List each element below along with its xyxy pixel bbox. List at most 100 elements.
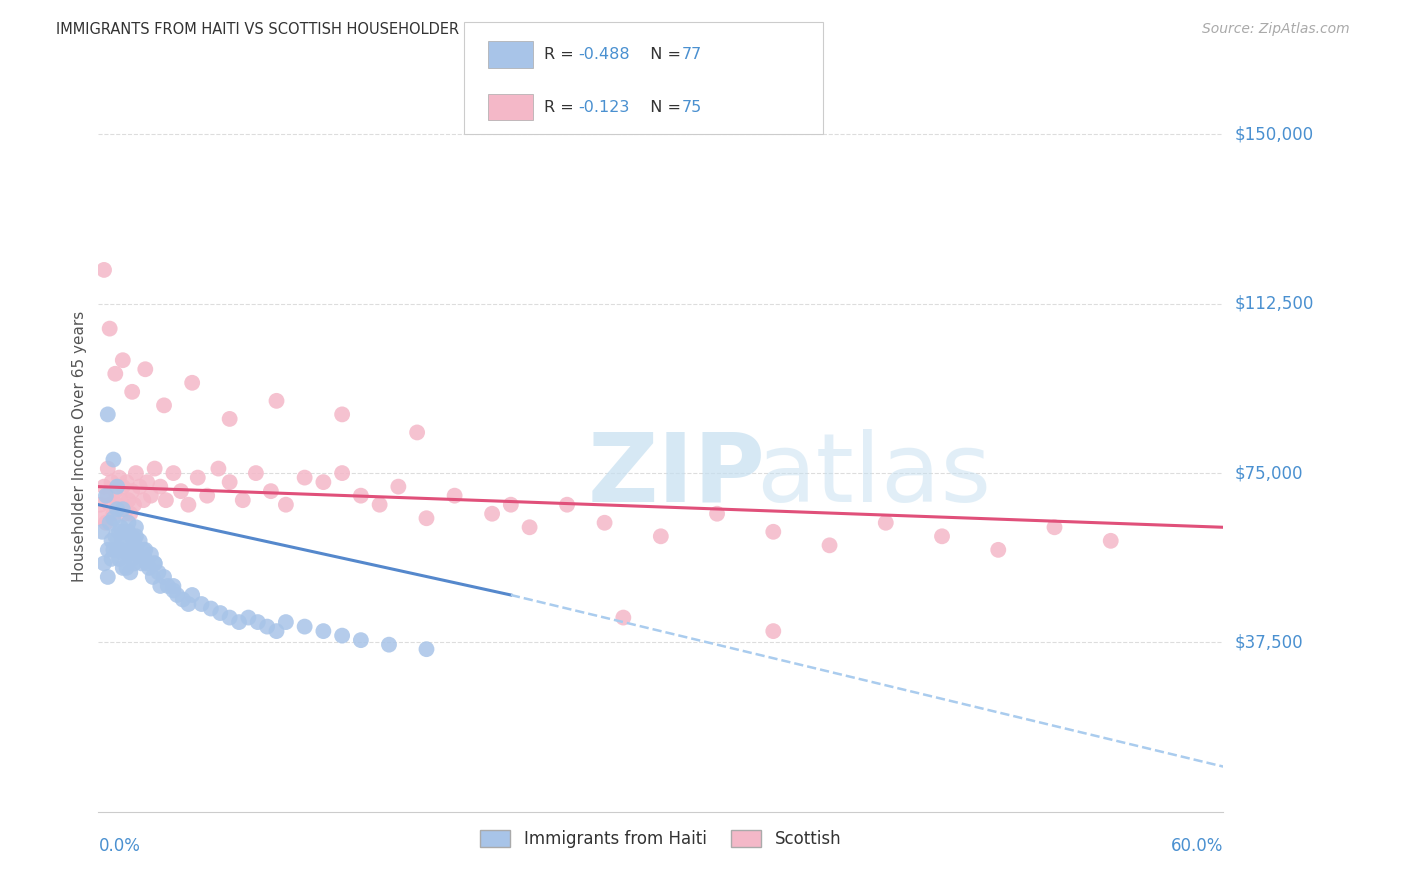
Point [132,493,155,508]
Text: $75,000: $75,000 [1234,464,1303,482]
Point [108,470,131,484]
Text: ZIP: ZIP [588,429,766,522]
Point [108,552,131,566]
Point [650,529,672,543]
Point [350,489,373,503]
Point [120,542,142,557]
Point [139,547,162,561]
Point [93,263,115,277]
Point [274,498,297,512]
Point [97,570,120,584]
Point [117,493,139,508]
Text: 77: 77 [682,47,702,62]
Point [209,606,232,620]
Text: atlas: atlas [756,429,991,522]
Point [378,638,401,652]
Point [136,475,159,489]
Point [100,552,122,566]
Point [245,466,267,480]
Point [818,538,841,552]
Point [111,480,134,494]
Point [139,489,162,503]
Point [104,484,127,499]
Point [153,570,176,584]
Point [89,498,111,512]
Point [103,452,125,467]
Point [294,619,316,633]
Point [162,579,184,593]
Point [142,570,165,584]
Point [218,412,240,426]
Point [1099,533,1122,548]
Point [238,610,260,624]
Point [266,393,288,408]
Point [115,561,138,575]
Legend: Immigrants from Haiti, Scottish: Immigrants from Haiti, Scottish [474,823,848,855]
Point [115,538,138,552]
Point [256,619,278,633]
Point [105,480,128,494]
Point [94,489,117,503]
Text: R =: R = [544,47,579,62]
Point [125,542,148,557]
Point [100,533,122,548]
Point [114,547,136,561]
Point [125,466,148,480]
Point [110,493,132,508]
Point [94,516,117,530]
Point [134,362,156,376]
Point [294,470,316,484]
Text: -0.123: -0.123 [578,100,630,114]
Point [115,475,138,489]
Point [110,542,132,557]
Point [105,542,128,557]
Point [114,507,136,521]
Point [931,529,953,543]
Text: $37,500: $37,500 [1234,633,1303,651]
Point [103,542,125,557]
Point [105,502,128,516]
Point [122,557,145,571]
Point [108,524,131,539]
Point [162,583,184,598]
Point [100,475,122,489]
Text: R =: R = [544,100,579,114]
Text: N =: N = [640,100,686,114]
Point [443,489,465,503]
Point [260,484,283,499]
Point [128,480,150,494]
Point [166,588,188,602]
Point [406,425,429,440]
Point [762,524,785,539]
Point [706,507,728,521]
Point [875,516,897,530]
Point [131,557,153,571]
Point [125,529,148,543]
Point [172,592,194,607]
Text: 60.0%: 60.0% [1171,837,1223,855]
Point [155,493,177,508]
Point [105,498,128,512]
Point [122,498,145,512]
Point [149,579,172,593]
Point [762,624,785,639]
Point [170,484,193,499]
Point [117,524,139,539]
Point [368,498,391,512]
Point [218,475,240,489]
Point [350,633,373,648]
Point [153,398,176,412]
Point [104,529,127,543]
Point [110,520,132,534]
Point [111,533,134,548]
Text: 75: 75 [682,100,702,114]
Point [555,498,578,512]
Point [148,566,170,580]
Point [207,461,229,475]
Point [111,561,134,575]
Point [149,480,172,494]
Point [114,524,136,539]
Point [138,561,160,575]
Point [143,557,166,571]
Point [266,624,288,639]
